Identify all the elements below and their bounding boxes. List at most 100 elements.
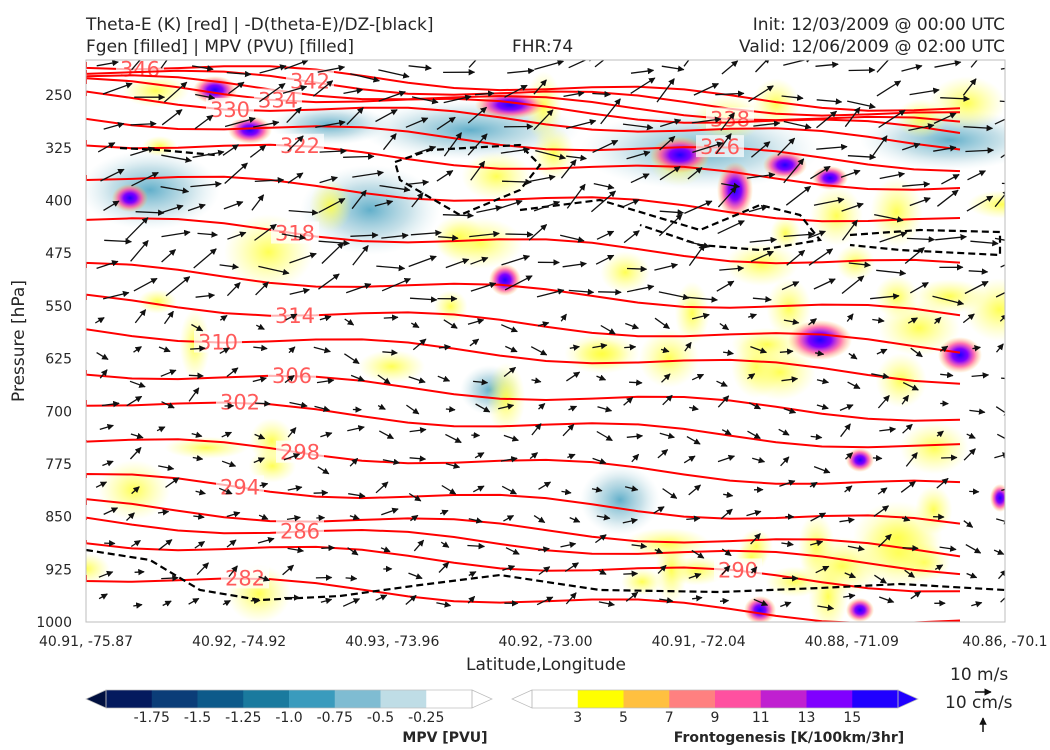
fgen-shade — [967, 190, 1005, 219]
wind-arrow — [1001, 377, 1005, 380]
contour-label-bg — [254, 88, 302, 111]
wind-arrow — [661, 373, 671, 383]
wind-arrow — [503, 515, 515, 522]
colorbar-segment — [289, 690, 336, 708]
wind-arrow — [221, 460, 237, 468]
wind-arrow — [878, 533, 892, 548]
wind-arrow — [500, 456, 518, 463]
y-tick-label: 550 — [45, 299, 72, 315]
wind-arrow — [133, 602, 143, 609]
colorbar-segment — [243, 690, 290, 708]
wind-arrow — [130, 120, 157, 128]
wind-arrow — [906, 236, 936, 243]
wind-arrow — [813, 278, 836, 290]
wind-vectors — [94, 60, 1005, 611]
wind-arrow — [686, 240, 711, 249]
wind-arrow — [688, 244, 706, 266]
wind-arrow — [781, 376, 799, 383]
wind-arrow — [96, 60, 119, 67]
wind-arrow — [193, 248, 217, 269]
wind-arrow — [878, 109, 906, 129]
wind-arrow — [437, 375, 451, 382]
wind-arrow — [970, 239, 999, 247]
wind-arrow — [595, 534, 607, 544]
wind-arrow — [161, 574, 179, 582]
wind-arrow — [319, 147, 347, 155]
wind-arrow — [135, 209, 165, 216]
wind-arrow — [257, 536, 275, 544]
wind-arrow — [686, 515, 701, 522]
wind-arrow — [96, 260, 119, 270]
wind-arrow — [631, 542, 648, 550]
wind-arrow — [253, 457, 265, 464]
wind-arrow — [352, 170, 384, 178]
wind-arrow — [840, 169, 861, 178]
colorbar-tick-label: -0.25 — [408, 710, 444, 726]
dthetae-dz-line — [119, 146, 216, 157]
fgen-shade — [358, 349, 426, 383]
wind-arrow — [621, 199, 640, 208]
wind-arrow — [226, 282, 241, 297]
wind-arrow — [780, 456, 790, 467]
wind-arrow — [375, 481, 389, 494]
wind-arrow — [815, 565, 830, 574]
wind-arrow — [592, 90, 611, 98]
wind-arrow — [999, 100, 1005, 103]
wind-arrow — [318, 273, 340, 290]
wind-arrow — [409, 427, 427, 434]
wind-arrow — [258, 265, 290, 276]
wind-arrow — [781, 540, 794, 548]
wind-arrow — [910, 347, 923, 358]
wind-arrow — [746, 509, 762, 517]
wind-arrow — [474, 90, 495, 97]
wind-arrow — [839, 404, 854, 411]
wind-arrow — [160, 186, 190, 194]
wind-arrow — [746, 171, 776, 179]
wind-arrow — [996, 518, 1005, 525]
y-tick-label: 325 — [45, 141, 72, 157]
wind-arrow — [346, 107, 364, 125]
wind-arrow — [258, 575, 271, 582]
x-axis-label: Latitude,Longitude — [466, 655, 626, 675]
wind-arrow — [752, 296, 772, 303]
wind-arrow — [719, 265, 745, 272]
wind-arrow — [654, 317, 670, 330]
wind-arrow — [717, 186, 737, 208]
theta-e-line — [86, 77, 961, 134]
theta-e-line — [86, 516, 961, 576]
wind-arrow — [592, 457, 607, 465]
wind-key-u-label: 10 m/s — [950, 665, 1008, 685]
wind-arrow — [995, 406, 1005, 417]
wind-arrow — [874, 213, 904, 223]
wind-arrow — [848, 261, 871, 268]
wind-arrow — [253, 344, 268, 352]
wind-arrow — [568, 288, 595, 296]
wind-arrow — [1000, 264, 1005, 268]
wind-arrow — [600, 324, 616, 335]
wind-arrow — [289, 252, 317, 264]
wind-arrow — [566, 371, 581, 382]
wind-arrow — [622, 123, 654, 131]
wind-arrow — [566, 183, 586, 209]
wind-arrow — [560, 313, 567, 322]
wind-arrow — [445, 462, 461, 469]
wind-arrow — [721, 548, 732, 557]
theta-e-line — [86, 117, 961, 173]
wind-arrow — [691, 312, 710, 320]
wind-arrow — [191, 431, 203, 438]
wind-arrow — [659, 209, 685, 216]
wind-arrow — [537, 321, 550, 328]
wind-arrow — [502, 564, 516, 572]
wind-arrow — [783, 60, 813, 66]
wind-arrow — [408, 376, 426, 384]
wind-arrow — [126, 512, 135, 521]
wind-arrow — [528, 224, 548, 241]
wind-arrow — [158, 539, 173, 551]
wind-arrow — [439, 509, 449, 516]
wind-arrow — [781, 94, 804, 101]
wind-arrow — [158, 346, 171, 353]
wind-arrow — [470, 160, 486, 181]
x-tick-label: 40.93, -73.96 — [345, 634, 439, 650]
theta-e-line — [86, 472, 961, 525]
